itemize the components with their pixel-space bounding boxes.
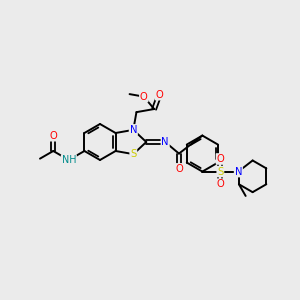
Text: O: O xyxy=(217,179,224,189)
Text: O: O xyxy=(217,154,224,164)
Text: O: O xyxy=(140,92,148,102)
Text: O: O xyxy=(175,164,183,174)
Text: N: N xyxy=(130,125,137,135)
Text: O: O xyxy=(50,131,57,141)
Text: O: O xyxy=(155,90,163,100)
Text: N: N xyxy=(161,137,169,147)
Text: N: N xyxy=(235,167,242,177)
Text: S: S xyxy=(130,149,136,159)
Text: NH: NH xyxy=(61,155,76,165)
Text: S: S xyxy=(217,167,224,177)
